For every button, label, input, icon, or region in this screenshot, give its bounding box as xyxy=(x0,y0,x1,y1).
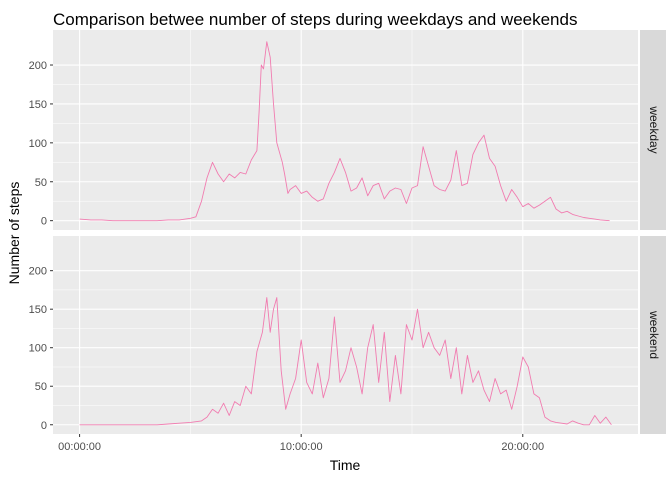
steps-line-weekday xyxy=(79,41,610,222)
facet-strip xyxy=(640,30,666,230)
y-tick-label: 150 xyxy=(29,304,47,316)
y-tick-label: 100 xyxy=(29,138,47,150)
panel-background xyxy=(53,236,638,434)
facet-panel-weekday: 0 50 100 150 200 weekday xyxy=(29,30,666,230)
panel-background xyxy=(53,30,638,230)
x-axis-ticks: 00:00:00 10:00:00 20:00:00 xyxy=(58,434,544,453)
y-tick-label: 0 xyxy=(41,420,47,432)
y-tick-label: 150 xyxy=(29,99,47,111)
y-tick-label: 100 xyxy=(29,343,47,355)
x-axis-title: Time xyxy=(330,457,361,473)
y-axis-title: Number of steps xyxy=(6,182,22,285)
facet-strip xyxy=(640,236,666,434)
facet-panel-weekend: 0 50 100 150 200 weekend xyxy=(29,236,666,434)
y-tick-label: 0 xyxy=(41,216,47,228)
y-tick-label: 50 xyxy=(35,381,47,393)
y-tick-label: 50 xyxy=(35,177,47,189)
steps-line-weekend xyxy=(79,297,612,426)
x-tick-label: 10:00:00 xyxy=(280,441,323,453)
facet-strip-label: weekday xyxy=(647,105,661,153)
chart-title: Comparison betwee number of steps during… xyxy=(53,10,577,29)
chart-panels: 0 50 100 150 200 weekday 0 50 100 150 200 weekend xyxy=(29,30,666,434)
y-tick-label: 200 xyxy=(29,60,47,72)
x-tick-label: 20:00:00 xyxy=(501,441,544,453)
x-tick-label: 00:00:00 xyxy=(58,441,101,453)
facet-strip-label: weekend xyxy=(647,310,661,359)
y-tick-label: 200 xyxy=(29,266,47,278)
